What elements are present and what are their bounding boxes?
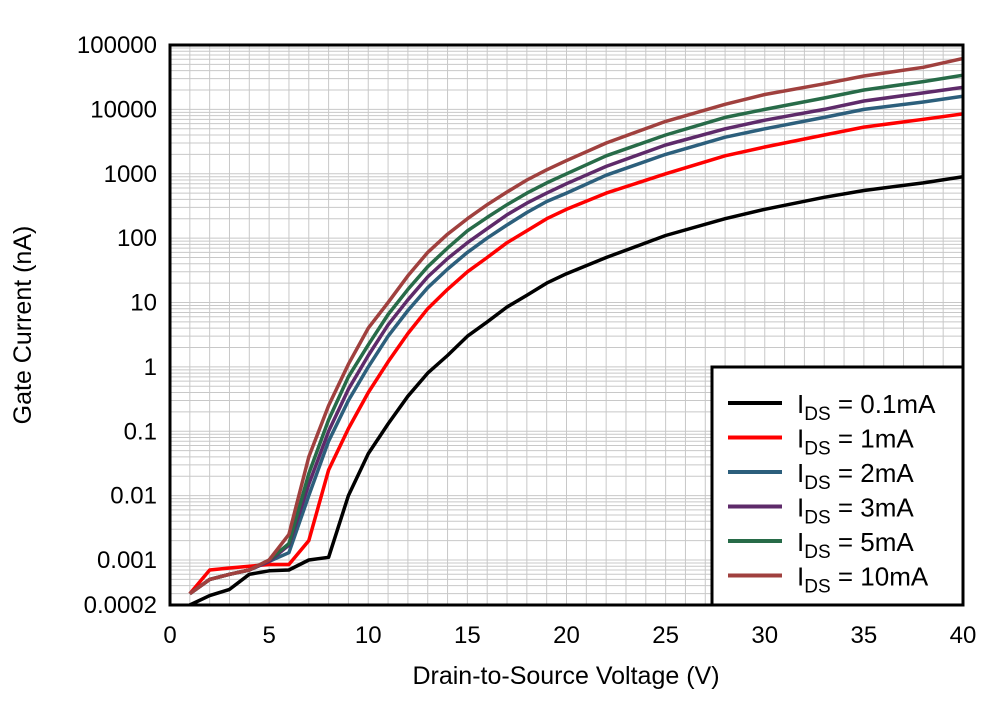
y-tick-label: 1000 [104,161,157,188]
x-tick-label: 20 [553,622,580,649]
x-tick-label: 5 [262,622,275,649]
y-tick-label: 1 [144,354,157,381]
series-line-1 [188,112,963,595]
series-line-4 [188,73,963,596]
legend-entry: IDS = 0.1mA [797,389,936,425]
legend-entry: IDS = 10mA [797,562,929,598]
legend-entry: IDS = 2mA [797,458,914,494]
y-tick-label: 10000 [90,96,157,123]
series-lines [188,56,963,605]
x-tick-label: 30 [751,622,778,649]
series-line-0 [189,174,963,605]
y-tick-label: 100000 [77,32,157,59]
x-tick-label: 40 [950,622,977,649]
legend-entry: IDS = 3mA [797,493,914,529]
y-tick-label: 0.0002 [84,592,157,619]
y-tick-label: 100 [117,225,157,252]
y-tick-label: 0.01 [110,483,157,510]
legend-entry: IDS = 1mA [797,424,914,460]
y-tick-label: 10 [130,290,157,317]
x-tick-label: 15 [454,622,481,649]
x-axis-label: Drain-to-Source Voltage (V) [412,662,719,690]
y-axis-label: Gate Current (nA) [9,226,37,425]
y-tick-labels: 100000 10000 1000 100 10 1 0.1 0.01 0.001 0.0002 [77,32,157,619]
x-tick-label: 0 [163,622,176,649]
y-tick-label: 0.001 [97,547,157,574]
x-tick-label: 35 [851,622,878,649]
x-tick-label: 25 [652,622,679,649]
legend-entry: IDS = 5mA [797,527,914,563]
x-tick-label: 10 [355,622,382,649]
x-tick-labels: 0 5 10 15 20 25 30 35 40 [163,622,976,649]
series-line-2 [188,94,963,596]
legend-box [710,365,965,607]
y-tick-label: 0.1 [124,418,157,445]
series-line-5 [188,56,963,596]
plot-frame [168,43,965,607]
